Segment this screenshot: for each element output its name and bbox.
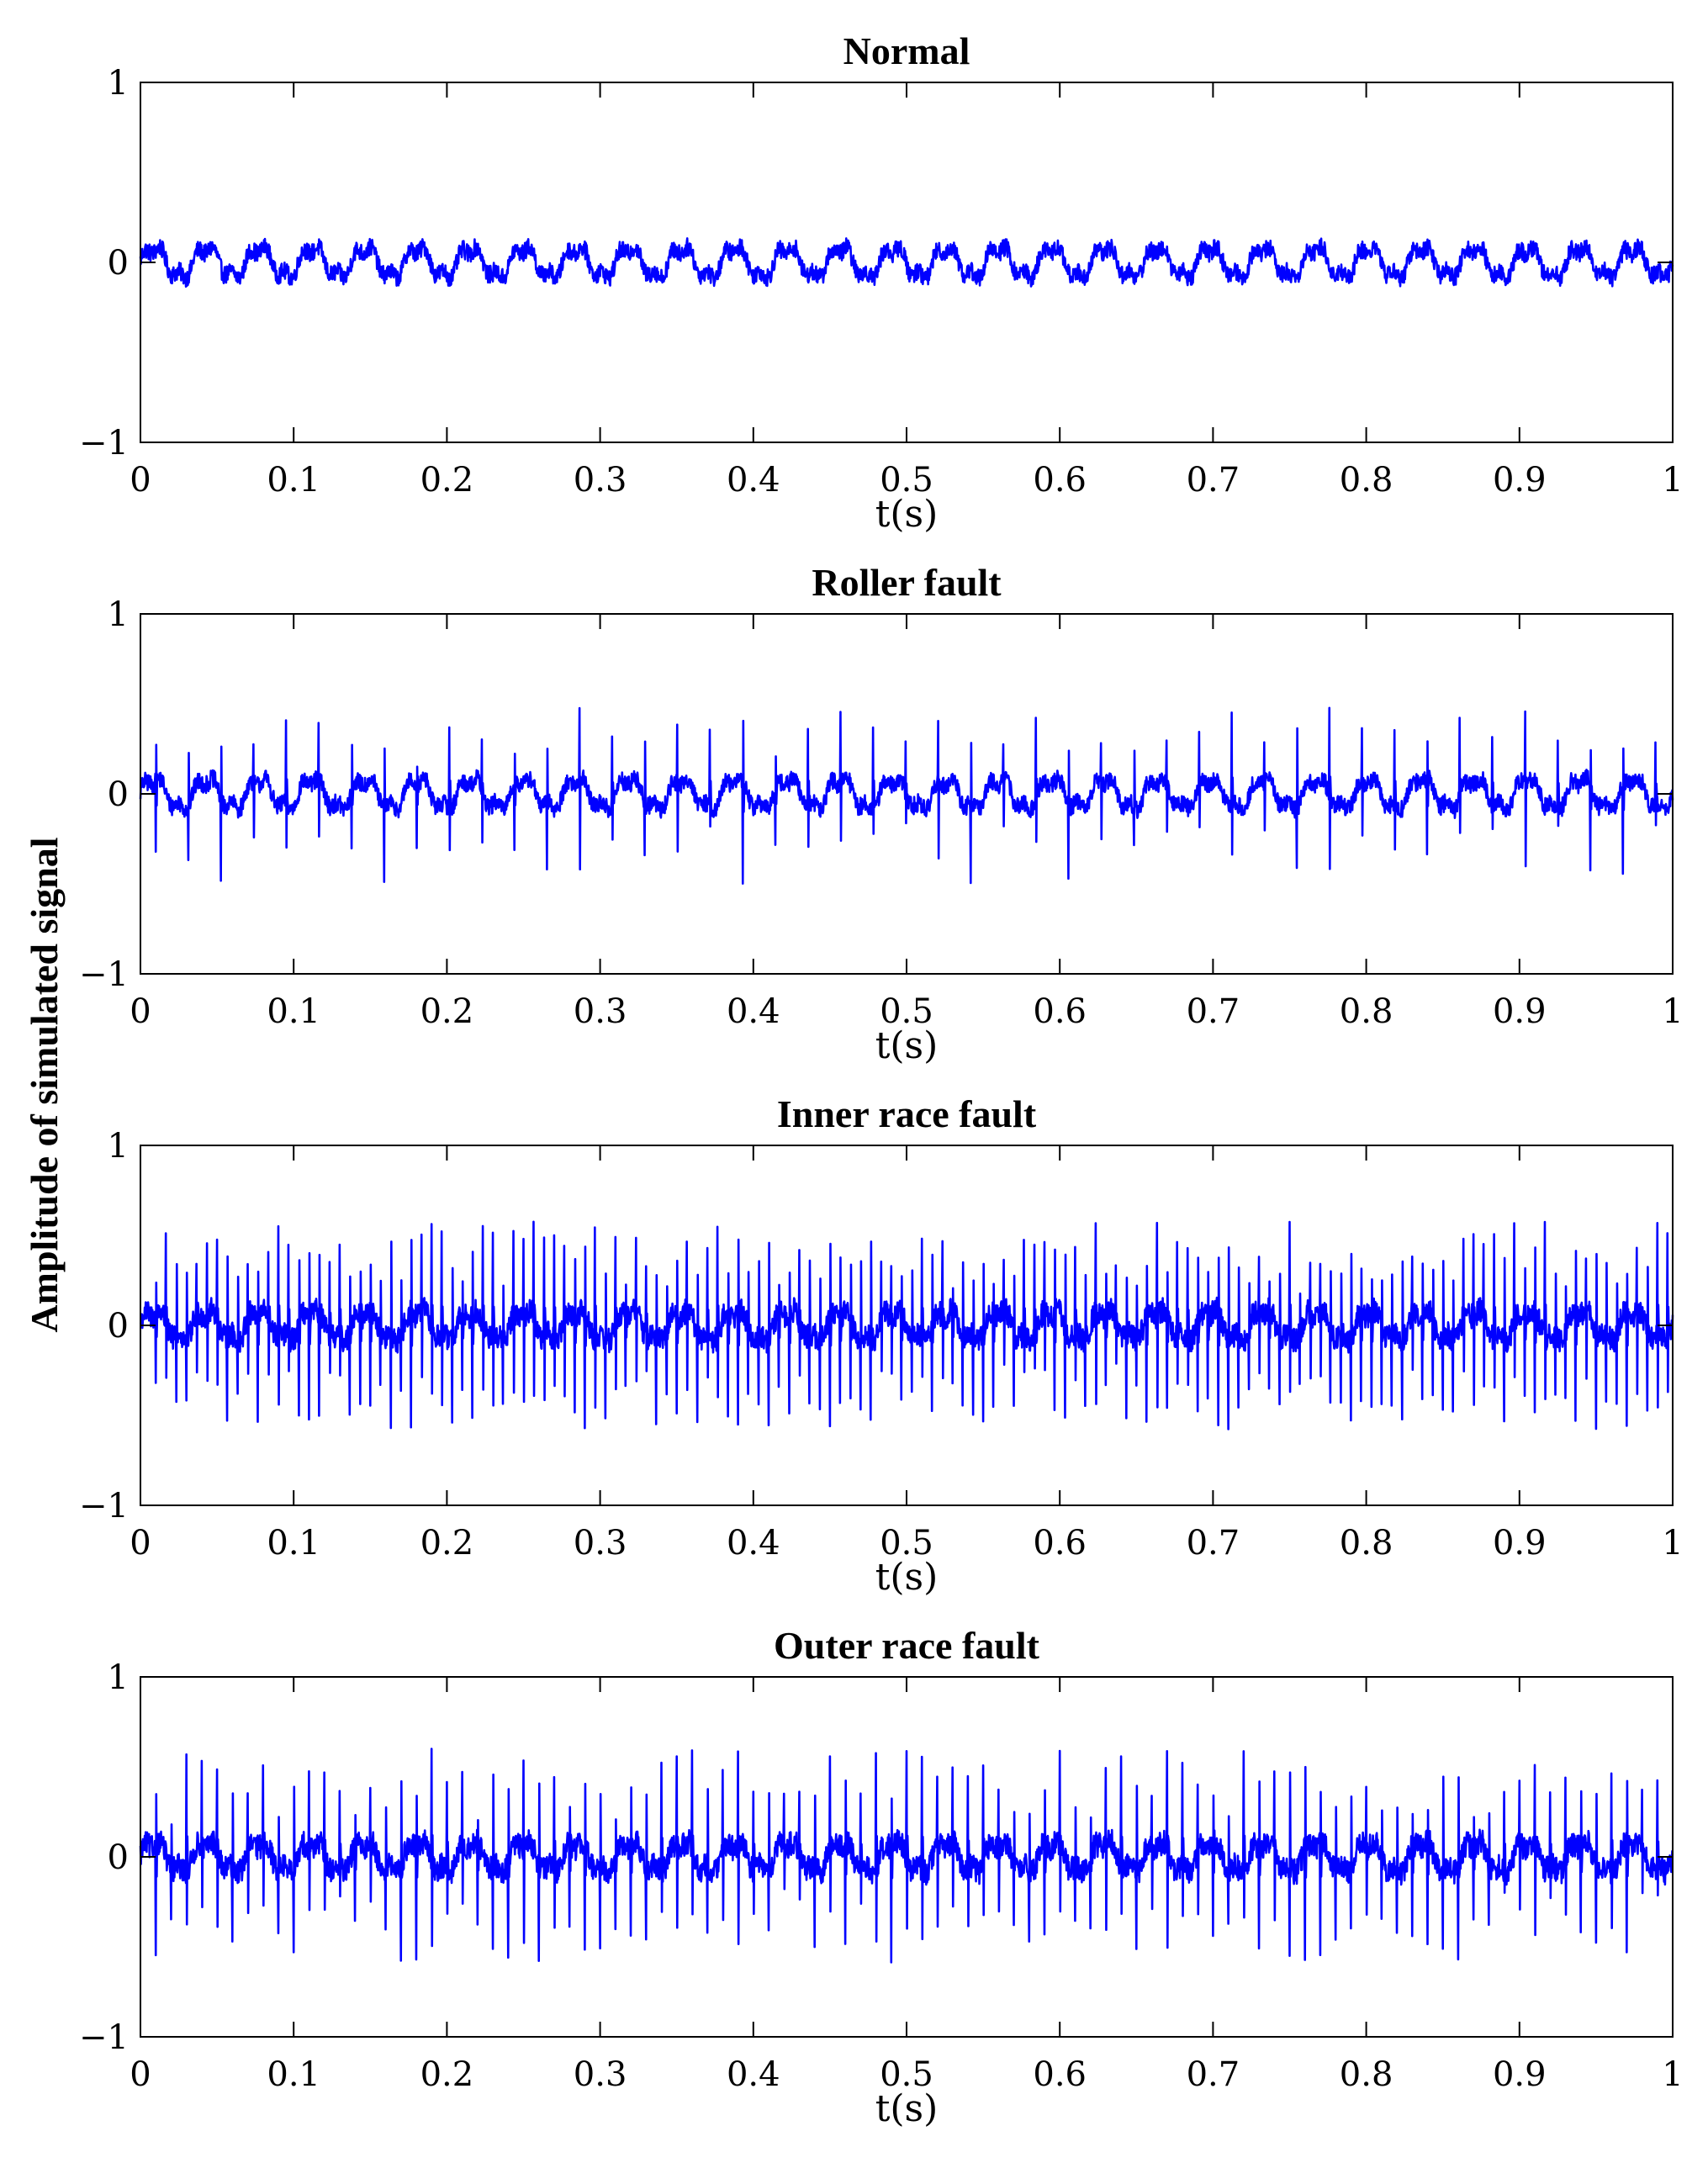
signal-line — [139, 237, 1674, 288]
x-tick-label: 0.4 — [727, 992, 780, 1031]
signal-line — [139, 706, 1674, 885]
x-tick-label: 0 — [130, 461, 151, 500]
x-tick-label: 0.8 — [1340, 461, 1393, 500]
x-tick-label: 0.8 — [1340, 2055, 1393, 2094]
x-tick-label: 0.2 — [420, 992, 474, 1031]
x-tick-label: 0.8 — [1340, 992, 1393, 1031]
x-tick-label: 0.3 — [574, 2055, 627, 2094]
x-tick-label: 0.4 — [727, 2055, 780, 2094]
signal-line — [139, 1748, 1674, 1964]
x-tick-label: 0.6 — [1033, 461, 1087, 500]
x-tick-label: 0.9 — [1493, 461, 1547, 500]
x-tick-label: 0.5 — [880, 992, 933, 1031]
y-tick-label: 1 — [108, 64, 129, 103]
x-tick-label: 0.6 — [1033, 1524, 1087, 1563]
x-tick-label: 0.5 — [880, 2055, 933, 2094]
x-axis-label: t(s) — [875, 493, 939, 536]
y-tick-label: 1 — [108, 595, 129, 634]
y-tick-label: 1 — [108, 1658, 129, 1697]
x-tick-label: 0.2 — [420, 461, 474, 500]
y-tick-label: 0 — [108, 244, 129, 283]
y-tick-label: −1 — [79, 424, 129, 463]
x-tick-label: 0.2 — [420, 1524, 474, 1563]
x-tick-label: 0.3 — [574, 461, 627, 500]
x-tick-label: 0.9 — [1493, 1524, 1547, 1563]
subplot-2: Roller fault 0 0.1 0.2 0.3 0.4 0.5 0.6 0.7 0.8 0.9… — [79, 561, 1684, 1067]
x-tick-label: 0 — [130, 1524, 151, 1563]
x-tick-label: 0.7 — [1187, 992, 1240, 1031]
y-tick-label: −1 — [79, 2018, 129, 2057]
y-tick-label: 0 — [108, 1838, 129, 1877]
x-tick-label: 0.6 — [1033, 2055, 1087, 2094]
x-tick-label: 0.9 — [1493, 992, 1547, 1031]
x-tick-label: 0 — [130, 992, 151, 1031]
x-tick-label: 1 — [1662, 461, 1683, 500]
x-tick-label: 1 — [1662, 2055, 1683, 2094]
signal-line — [139, 1220, 1674, 1430]
y-tick-label: 1 — [108, 1127, 129, 1166]
x-tick-label: 0.7 — [1187, 2055, 1240, 2094]
y-tick-label: −1 — [79, 1487, 129, 1526]
subplot-title: Outer race fault — [774, 1624, 1040, 1667]
x-tick-label: 0.4 — [727, 461, 780, 500]
shared-y-axis-label: Amplitude of simulated signal — [23, 837, 66, 1332]
x-tick-label: 0.6 — [1033, 992, 1087, 1031]
subplot-title: Roller fault — [812, 561, 1002, 604]
x-tick-label: 0.1 — [267, 2055, 320, 2094]
x-tick-label: 0.4 — [727, 1524, 780, 1563]
x-axis-label: t(s) — [875, 1556, 939, 1599]
x-tick-label: 0.5 — [880, 1524, 933, 1563]
x-tick-label: 1 — [1662, 1524, 1683, 1563]
x-tick-label: 0.7 — [1187, 1524, 1240, 1563]
subplot-3: Inner race fault 0 0.1 0.2 0.3 0.4 0.5 0.6 0.7 0.… — [79, 1092, 1684, 1599]
x-tick-label: 1 — [1662, 992, 1683, 1031]
x-tick-label: 0.8 — [1340, 1524, 1393, 1563]
x-tick-label: 0.7 — [1187, 461, 1240, 500]
subplot-title: Inner race fault — [777, 1092, 1037, 1135]
x-axis-label: t(s) — [875, 1024, 939, 1067]
x-tick-label: 0.9 — [1493, 2055, 1547, 2094]
subplot-title: Normal — [843, 29, 970, 72]
x-tick-label: 0.1 — [267, 992, 320, 1031]
subplot-4: Outer race fault 0 0.1 0.2 0.3 0.4 0.5 0.6 0.7 0.… — [79, 1624, 1684, 2130]
y-tick-label: −1 — [79, 955, 129, 994]
x-tick-label: 0 — [130, 2055, 151, 2094]
y-tick-label: 0 — [108, 1307, 129, 1346]
x-axis-label: t(s) — [875, 2087, 939, 2130]
x-tick-label: 0.3 — [574, 1524, 627, 1563]
x-tick-label: 0.3 — [574, 992, 627, 1031]
y-tick-label: 0 — [108, 775, 129, 814]
x-tick-label: 0.1 — [267, 461, 320, 500]
x-tick-label: 0.5 — [880, 461, 933, 500]
x-tick-label: 0.1 — [267, 1524, 320, 1563]
x-tick-label: 0.2 — [420, 2055, 474, 2094]
